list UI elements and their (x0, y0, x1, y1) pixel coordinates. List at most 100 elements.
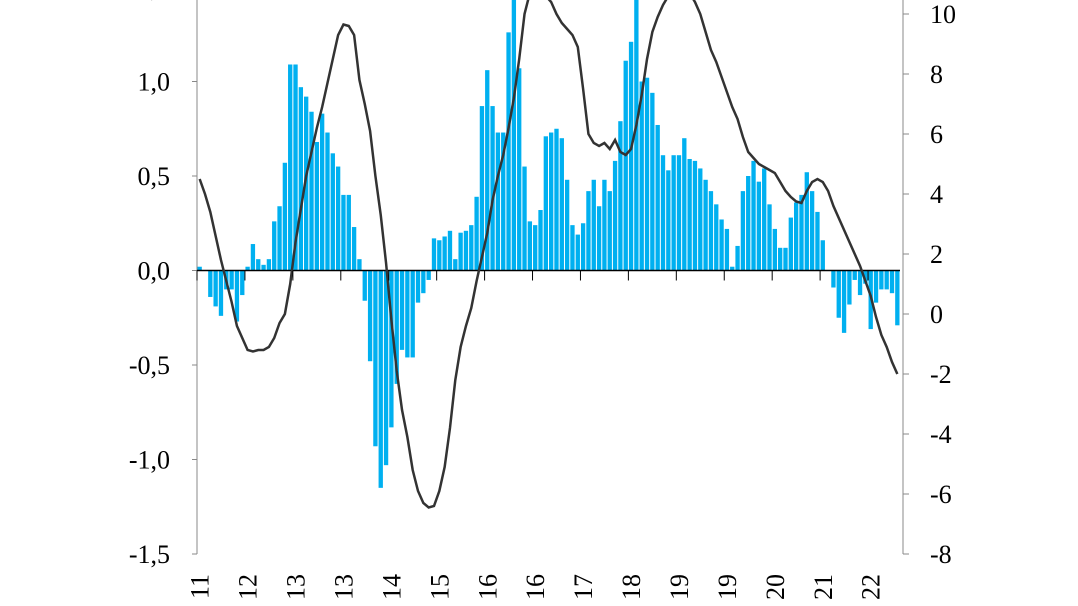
bar (650, 92, 655, 271)
bar (751, 160, 756, 271)
bar (852, 270, 857, 280)
bar (799, 194, 804, 271)
bar (490, 106, 495, 271)
bar (889, 270, 895, 294)
bar (591, 179, 596, 271)
y2-tick-label: 8 (930, 60, 943, 89)
bar (197, 266, 202, 271)
bar (335, 166, 341, 271)
bar (666, 170, 671, 271)
bar (607, 191, 612, 271)
bar (314, 141, 319, 271)
bar (533, 225, 538, 271)
bar (815, 211, 820, 271)
y2-tick-label: -2 (930, 360, 952, 389)
bar (469, 225, 474, 271)
y2-tick-label: -8 (930, 540, 952, 569)
bar (623, 60, 628, 271)
bar (783, 247, 788, 271)
bar (378, 270, 383, 488)
bar (282, 162, 288, 271)
bar (522, 166, 527, 271)
bar (501, 132, 506, 271)
x-tick-label: 19 (713, 574, 742, 600)
bar (383, 270, 389, 466)
bar (586, 191, 591, 271)
bar (240, 270, 245, 296)
x-tick-label: 22 (857, 574, 886, 600)
y2-tick-label: 6 (930, 120, 943, 149)
bar (389, 270, 394, 428)
bar (527, 221, 533, 271)
bar (724, 228, 730, 271)
bar (549, 132, 554, 271)
bar (831, 270, 836, 288)
bar (495, 132, 501, 271)
bar (421, 270, 426, 294)
x-tick-label: 11 (186, 574, 215, 599)
bar (442, 236, 447, 271)
bar (453, 259, 458, 271)
bar (767, 204, 772, 271)
bar (873, 270, 879, 303)
bar (277, 206, 282, 271)
bar (559, 138, 564, 271)
bar (714, 204, 719, 271)
bar (580, 223, 586, 271)
bar (213, 270, 218, 307)
bar (820, 240, 825, 271)
bar (682, 138, 687, 271)
bar (272, 221, 277, 271)
bar (655, 124, 660, 271)
bar (634, 0, 639, 271)
bar (639, 81, 644, 271)
bar (351, 227, 357, 271)
y2-tick-label: 10 (930, 0, 956, 29)
bar (596, 206, 602, 271)
bar (543, 136, 548, 271)
bar (762, 168, 767, 271)
bar (229, 270, 234, 290)
bar (357, 259, 362, 271)
y2-tick-label: -4 (930, 420, 952, 449)
bar (261, 264, 266, 271)
bar (511, 0, 517, 271)
x-tick-label: 15 (425, 574, 454, 600)
bar (612, 160, 618, 271)
bar (676, 155, 682, 271)
bar (660, 155, 666, 271)
bar (602, 179, 607, 271)
bar (437, 240, 442, 271)
bar (399, 270, 405, 350)
line (198, 0, 899, 509)
bar (463, 230, 469, 271)
y-tick-label: 0,0 (138, 257, 171, 286)
bar (778, 247, 783, 271)
bar (746, 176, 751, 271)
y-tick-label: 0,5 (138, 162, 171, 191)
bar (479, 106, 485, 271)
bar (394, 270, 399, 384)
y-tick-label: -1,0 (129, 446, 170, 475)
bar (703, 179, 708, 271)
bar (506, 32, 511, 271)
x-tick-label: 19 (665, 574, 694, 600)
bar (618, 121, 623, 271)
bar (836, 270, 841, 318)
bar (218, 270, 224, 316)
bar (234, 270, 240, 322)
bar (346, 194, 351, 271)
bar (628, 41, 634, 271)
x-tick-label: 18 (617, 574, 646, 600)
bar (698, 168, 703, 271)
bar (415, 270, 421, 303)
x-tick-label: 16 (473, 574, 502, 600)
bar (447, 230, 453, 271)
bar (788, 217, 793, 271)
bar (554, 128, 559, 271)
bar (570, 225, 575, 271)
bar (772, 228, 778, 271)
bar (644, 77, 650, 271)
bar (708, 191, 714, 271)
x-tick-label: 12 (234, 574, 263, 600)
